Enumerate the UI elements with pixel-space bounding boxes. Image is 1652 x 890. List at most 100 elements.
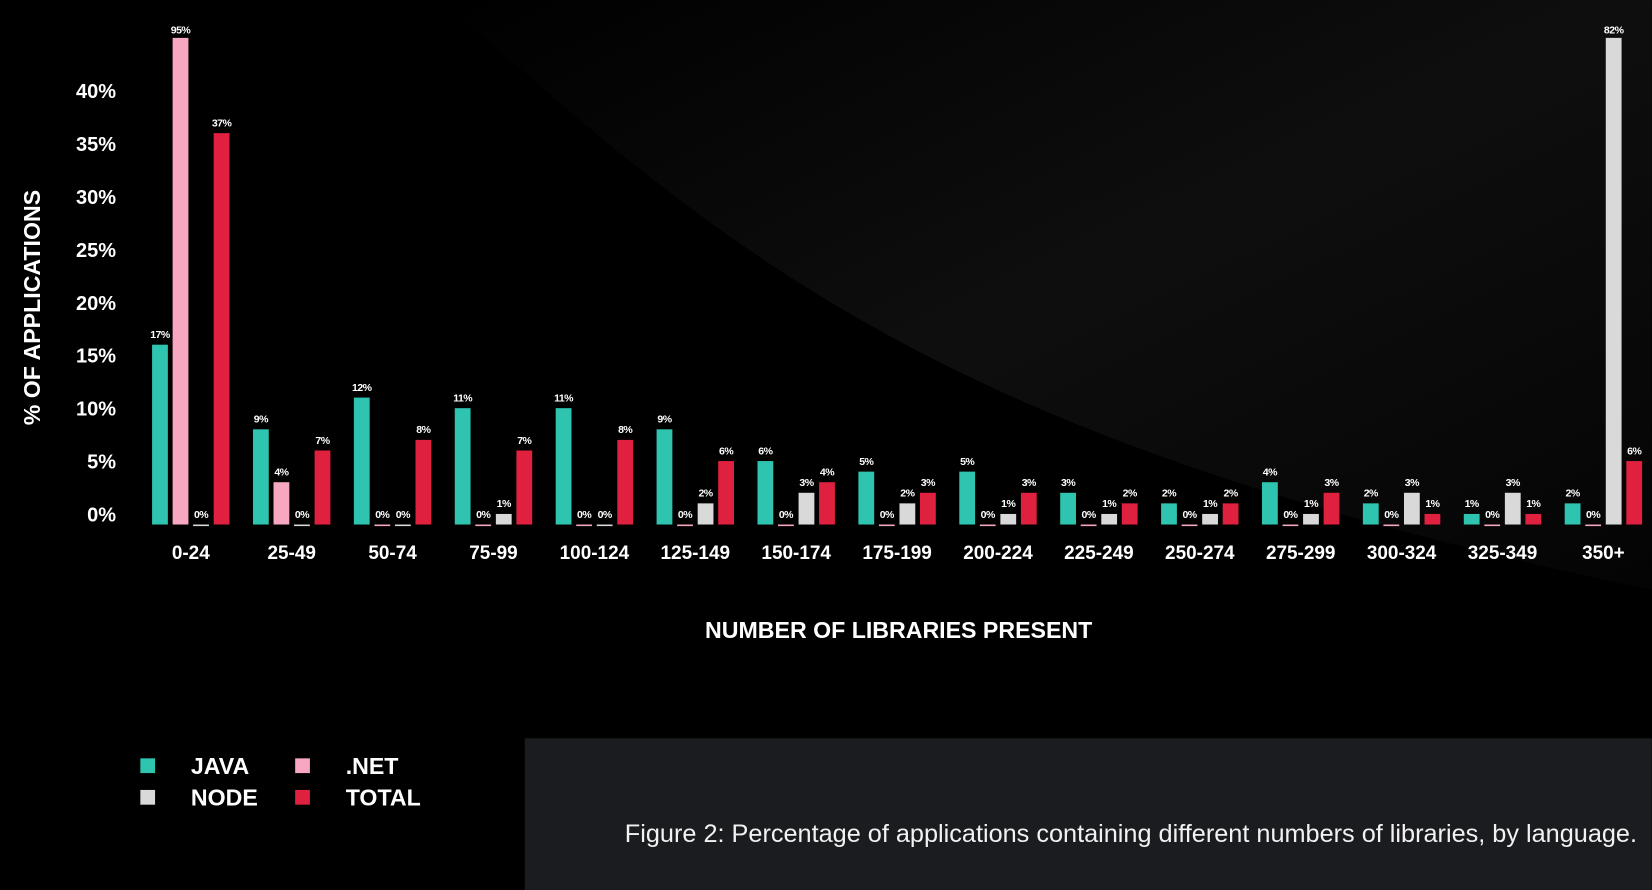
bar (1403, 492, 1420, 525)
bar (979, 524, 996, 527)
legend-label: TOTAL (346, 785, 421, 811)
y-tick-label: 40% (76, 81, 116, 103)
bar (1080, 524, 1097, 527)
bar (1202, 513, 1218, 525)
bar (1181, 524, 1198, 527)
bar (920, 492, 936, 525)
bar (172, 37, 189, 525)
bar (1121, 503, 1138, 525)
value-label: 0% (598, 509, 613, 521)
value-label: 3% (1324, 477, 1339, 489)
value-label: 2% (1364, 488, 1379, 500)
bar (294, 524, 310, 527)
value-label: 0% (981, 509, 996, 521)
value-label: 9% (657, 414, 672, 426)
caption: Figure 2: Percentage of applications con… (625, 820, 1637, 848)
value-label: 17% (150, 329, 171, 341)
bar (1060, 492, 1076, 525)
x-tick-label: 50-74 (368, 543, 417, 564)
bar (516, 450, 533, 525)
value-label: 95% (171, 24, 192, 36)
bar (1161, 503, 1177, 525)
bar (394, 524, 411, 527)
x-tick-label: 0-24 (172, 543, 210, 564)
value-label: 0% (1283, 509, 1298, 521)
bar (1303, 513, 1319, 525)
bar (353, 397, 370, 525)
value-label: 0% (1082, 509, 1097, 521)
legend-label: JAVA (191, 753, 250, 779)
value-label: 7% (315, 435, 330, 447)
y-axis-title: % OF APPLICATIONS (19, 190, 45, 425)
x-tick-label: 100-124 (560, 543, 630, 564)
value-label: 82% (1604, 24, 1625, 36)
value-label: 5% (960, 456, 975, 468)
bar (1564, 503, 1581, 525)
y-tick-label: 25% (76, 240, 116, 262)
x-tick-label: 25-49 (267, 543, 315, 564)
value-label: 0% (1182, 509, 1197, 521)
bar (415, 439, 432, 525)
x-tick-label: 200-224 (963, 543, 1033, 564)
bar (314, 450, 331, 525)
bar (1424, 513, 1441, 525)
bar (1605, 37, 1622, 525)
bar (576, 524, 593, 527)
background-wave (442, 0, 1652, 590)
x-axis-title: NUMBER OF LIBRARIES PRESENT (705, 617, 1092, 643)
value-label: 3% (799, 477, 814, 489)
value-label: 0% (1485, 509, 1500, 521)
value-label: 0% (880, 509, 895, 521)
bar (1101, 513, 1118, 525)
y-tick-label: 0% (87, 504, 116, 526)
value-label: 2% (1123, 488, 1138, 500)
bar (1525, 513, 1542, 525)
bar (1222, 503, 1239, 525)
value-label: 2% (900, 488, 915, 500)
bar (213, 133, 230, 525)
bar (617, 439, 634, 525)
value-label: 0% (396, 509, 411, 521)
x-tick-label: 300-324 (1367, 543, 1437, 564)
bar (1504, 492, 1521, 525)
value-label: 8% (618, 424, 633, 436)
value-label: 9% (254, 414, 269, 426)
value-label: 2% (698, 488, 713, 500)
value-label: 5% (859, 456, 874, 468)
bar (193, 524, 209, 527)
value-label: 0% (577, 509, 592, 521)
bar (1484, 524, 1501, 527)
bar (899, 503, 916, 525)
y-tick-label: 5% (87, 451, 116, 473)
bar (798, 492, 815, 525)
value-label: 2% (1224, 488, 1239, 500)
value-label: 3% (1061, 477, 1076, 489)
bar (252, 429, 269, 525)
bar (718, 461, 734, 525)
value-label: 4% (820, 467, 835, 479)
value-label: 1% (1102, 498, 1117, 510)
bar (1020, 492, 1037, 525)
plot-area (152, 37, 1643, 527)
value-label: 3% (1506, 477, 1521, 489)
bar (959, 471, 976, 525)
x-tick-label: 275-299 (1266, 543, 1336, 564)
value-label: 3% (1405, 477, 1420, 489)
bar (454, 408, 471, 525)
value-label: 37% (212, 117, 233, 129)
value-label: 0% (375, 509, 390, 521)
value-label: 3% (1022, 477, 1037, 489)
y-tick-label: 20% (76, 293, 116, 315)
bar (374, 524, 391, 527)
value-label: 1% (1304, 498, 1319, 510)
bar (1383, 524, 1400, 527)
caption-box (524, 738, 1652, 890)
value-label: 0% (194, 509, 209, 521)
value-label: 1% (497, 498, 512, 510)
value-label: 1% (1001, 498, 1016, 510)
bar (495, 513, 512, 525)
value-label: 3% (921, 477, 936, 489)
bar (1323, 492, 1340, 525)
value-label: 2% (1162, 488, 1177, 500)
value-label: 6% (758, 445, 773, 457)
